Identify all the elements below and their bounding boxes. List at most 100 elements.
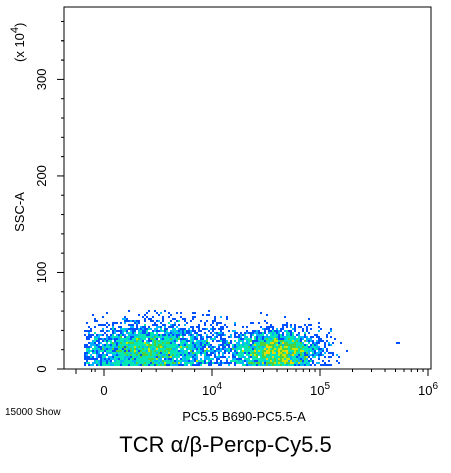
event-dot [178, 362, 180, 364]
event-dot [294, 350, 296, 352]
event-dot [118, 340, 120, 342]
event-dot [202, 338, 204, 340]
event-dot [198, 346, 200, 348]
event-dot [220, 338, 222, 340]
event-dot [124, 356, 126, 358]
event-dot [264, 344, 266, 346]
event-dot [202, 348, 204, 350]
event-dot [176, 350, 178, 352]
event-dot [190, 348, 192, 350]
event-dot [126, 320, 128, 322]
event-dot [86, 348, 88, 350]
event-dot [202, 350, 204, 352]
event-dot [182, 328, 184, 330]
event-dot [200, 342, 202, 344]
event-dot [166, 350, 168, 352]
event-dot [130, 362, 132, 364]
event-dot [170, 336, 172, 338]
event-dot [276, 360, 278, 362]
event-dot [302, 348, 304, 350]
event-dot [112, 358, 114, 360]
event-dot [190, 332, 192, 334]
event-dot [314, 334, 316, 336]
event-dot [226, 316, 228, 318]
event-dot [104, 362, 106, 364]
event-dot [302, 342, 304, 344]
event-dot [222, 328, 224, 330]
event-dot [234, 340, 236, 342]
event-dot [292, 364, 294, 366]
event-dot [166, 336, 168, 338]
event-dot [158, 360, 160, 362]
event-dot [144, 314, 146, 316]
event-dot [148, 332, 150, 334]
event-dot [312, 352, 314, 354]
event-dot [180, 340, 182, 342]
event-dot [150, 346, 152, 348]
event-dot [84, 358, 86, 360]
event-dot [282, 334, 284, 336]
event-dot [274, 350, 276, 352]
event-dot [286, 326, 288, 328]
event-dot [242, 342, 244, 344]
event-dot [252, 352, 254, 354]
event-dot [260, 362, 262, 364]
event-dot [236, 358, 238, 360]
event-dot [240, 360, 242, 362]
event-dot [336, 354, 338, 356]
event-dot [98, 340, 100, 342]
event-dot [96, 350, 98, 352]
event-dot [298, 346, 300, 348]
event-dot [290, 326, 292, 328]
event-dot [300, 360, 302, 362]
event-dot [152, 364, 154, 366]
event-dot [176, 338, 178, 340]
event-dot [204, 350, 206, 352]
event-dot [318, 346, 320, 348]
event-dot [84, 352, 86, 354]
event-dot [150, 348, 152, 350]
event-dot [106, 360, 108, 362]
event-dot [240, 354, 242, 356]
event-dot [154, 342, 156, 344]
event-dot [182, 358, 184, 360]
event-dot [300, 346, 302, 348]
event-dot [276, 338, 278, 340]
event-dot [122, 332, 124, 334]
event-dot [340, 342, 342, 344]
event-dot [160, 350, 162, 352]
event-dot [176, 358, 178, 360]
event-dot [246, 332, 248, 334]
event-dot [108, 352, 110, 354]
event-dot [204, 322, 206, 324]
event-dot [212, 330, 214, 332]
event-dot [300, 348, 302, 350]
event-dot [206, 314, 208, 316]
event-dot [140, 364, 142, 366]
event-dot [248, 340, 250, 342]
event-dot [186, 342, 188, 344]
event-dot [290, 344, 292, 346]
event-dot [330, 336, 332, 338]
event-dot [112, 362, 114, 364]
event-dot [264, 354, 266, 356]
event-dot [318, 342, 320, 344]
event-dot [218, 354, 220, 356]
event-dot [316, 344, 318, 346]
event-dot [182, 336, 184, 338]
event-dot [172, 360, 174, 362]
event-dot [270, 354, 272, 356]
event-dot [94, 332, 96, 334]
event-dot [148, 318, 150, 320]
event-dot [290, 324, 292, 326]
event-dot [164, 324, 166, 326]
event-dot [200, 358, 202, 360]
event-dot [154, 310, 156, 312]
event-dot [186, 322, 188, 324]
event-dot [244, 364, 246, 366]
event-dot [306, 362, 308, 364]
event-dot [146, 358, 148, 360]
event-dot [148, 328, 150, 330]
event-dot [222, 362, 224, 364]
event-dot [172, 350, 174, 352]
